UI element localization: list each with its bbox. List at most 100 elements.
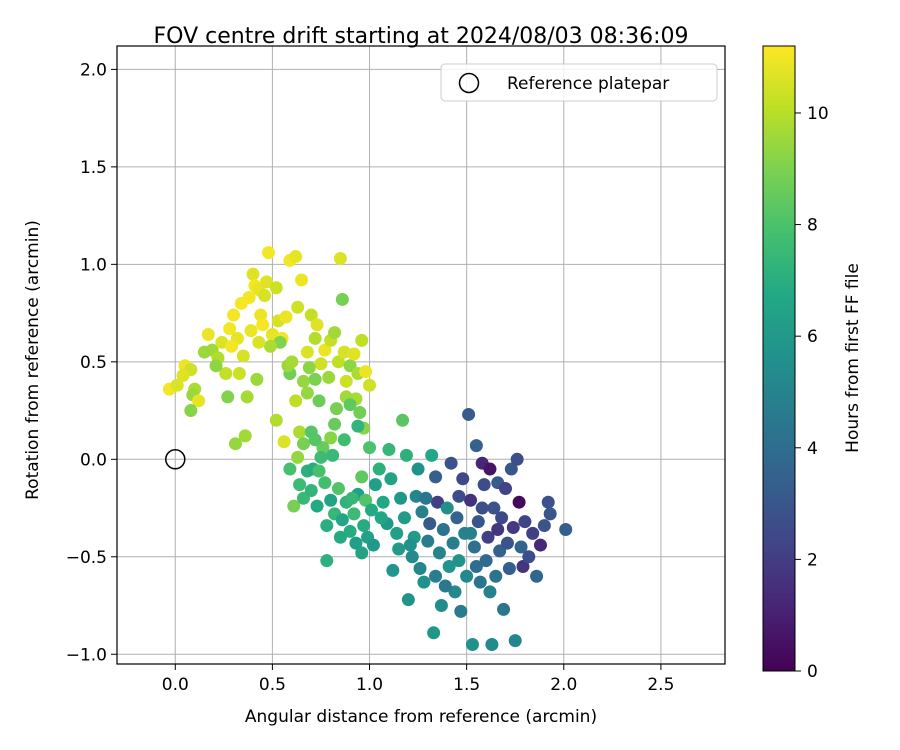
colorbar: 0 2 4 6 8 10 Hours from first FF file <box>762 45 863 682</box>
data-point <box>331 482 345 496</box>
data-point <box>530 569 544 583</box>
data-point <box>502 561 516 575</box>
data-point <box>419 491 433 505</box>
data-point <box>258 289 272 303</box>
data-point <box>483 585 497 599</box>
colorbar-gradient <box>762 45 796 672</box>
data-point <box>318 343 332 357</box>
data-point <box>337 345 351 359</box>
data-point <box>462 407 476 421</box>
data-point <box>450 511 464 525</box>
data-point <box>475 501 489 515</box>
data-point <box>440 501 454 515</box>
data-point <box>363 441 377 455</box>
x-tick-label: 1.5 <box>453 675 480 695</box>
legend-label: Reference platepar <box>507 74 669 94</box>
data-point <box>498 482 512 496</box>
data-point <box>497 602 511 616</box>
data-point <box>473 575 487 589</box>
data-point <box>351 419 365 433</box>
data-point <box>495 511 509 525</box>
data-point <box>192 394 206 408</box>
data-point <box>444 456 458 470</box>
data-point <box>382 443 396 457</box>
data-point <box>314 450 328 464</box>
data-point <box>337 433 351 447</box>
data-point <box>343 398 357 412</box>
data-point <box>328 417 342 431</box>
data-point <box>489 569 503 583</box>
data-point <box>302 361 316 375</box>
data-point <box>469 560 483 574</box>
data-point <box>465 638 479 652</box>
data-point <box>464 493 478 507</box>
data-point <box>335 513 349 527</box>
data-point <box>304 308 318 322</box>
colorbar-tick-label: 10 <box>807 104 829 124</box>
data-point <box>300 345 314 359</box>
data-point <box>308 331 322 345</box>
colorbar-tick-label: 6 <box>807 327 818 347</box>
data-point <box>330 402 344 416</box>
data-point <box>322 370 336 384</box>
legend: Reference platepar <box>440 63 718 102</box>
data-point <box>504 462 518 476</box>
colorbar-tick-label: 0 <box>807 662 818 682</box>
data-point <box>452 554 466 568</box>
data-point <box>269 281 283 295</box>
data-point <box>287 499 301 513</box>
data-point <box>359 365 373 379</box>
data-point <box>324 493 338 507</box>
data-point <box>310 499 324 513</box>
data-point <box>469 439 483 453</box>
data-point <box>460 569 474 583</box>
colorbar-tick-label: 4 <box>807 439 818 459</box>
data-point <box>452 489 466 503</box>
data-point <box>368 478 382 492</box>
data-point <box>399 448 413 462</box>
data-point <box>500 536 514 550</box>
data-point <box>372 462 386 476</box>
data-point <box>347 347 361 361</box>
legend-box <box>440 63 718 102</box>
data-point <box>320 554 334 568</box>
data-point <box>390 526 404 540</box>
data-point <box>234 296 248 310</box>
x-tick-label: 2.5 <box>647 675 674 695</box>
data-point <box>512 495 526 509</box>
data-point <box>285 355 299 369</box>
data-point <box>401 593 415 607</box>
data-point <box>355 546 369 560</box>
data-point <box>516 560 530 574</box>
data-point <box>333 530 347 544</box>
data-point <box>483 462 497 476</box>
data-point <box>394 491 408 505</box>
data-point <box>442 560 456 574</box>
data-point <box>559 522 573 536</box>
data-point <box>343 524 357 538</box>
data-point <box>526 526 540 540</box>
x-axis-ticks: 0.0 0.5 1.0 1.5 2.0 2.5 <box>162 664 674 695</box>
data-point <box>349 536 363 550</box>
data-point <box>295 273 309 287</box>
data-point <box>252 335 266 349</box>
data-point <box>471 515 485 529</box>
data-point <box>333 251 347 265</box>
data-point <box>446 536 460 550</box>
x-axis-label: Angular distance from reference (arcmin) <box>245 707 597 727</box>
data-point <box>543 507 557 521</box>
data-point <box>219 367 233 381</box>
data-point <box>464 526 478 540</box>
y-tick-label: 1.5 <box>80 158 107 178</box>
y-axis-label: Rotation from reference (arcmin) <box>23 220 43 500</box>
data-point <box>456 472 470 486</box>
data-point <box>328 326 342 340</box>
data-point <box>250 372 264 386</box>
data-point <box>510 452 524 466</box>
data-point <box>289 394 303 408</box>
data-point <box>438 579 452 593</box>
data-point <box>238 429 252 443</box>
data-point <box>254 308 268 322</box>
data-point <box>225 339 239 353</box>
data-point <box>269 413 283 427</box>
